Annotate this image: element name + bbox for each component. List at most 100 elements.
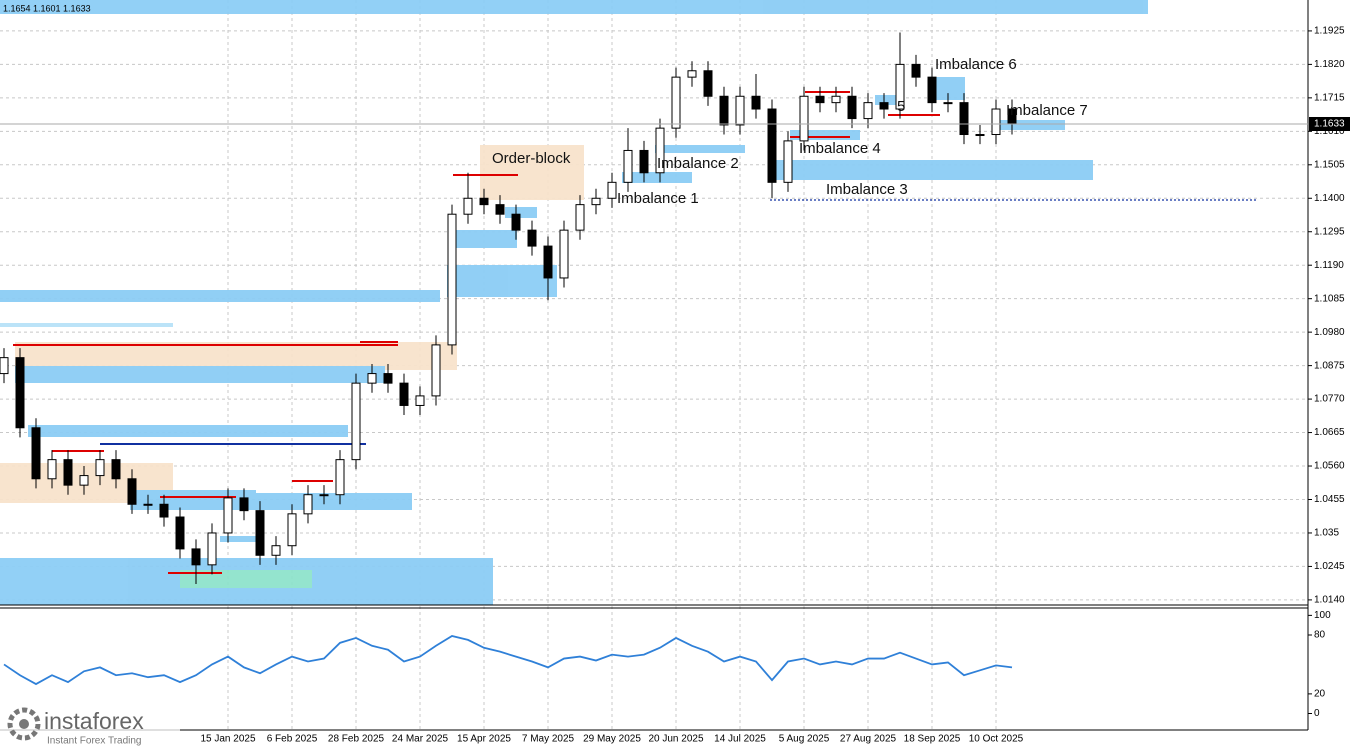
- watermark: instaforex Instant Forex Trading: [0, 704, 180, 750]
- candle-body: [303, 494, 313, 515]
- x-tick-label: 7 May 2025: [522, 734, 575, 745]
- annotation: Imbalance 6: [935, 56, 1017, 73]
- y-tick-label: 1.1610: [1314, 126, 1345, 137]
- y-tick-label: 1.0140: [1314, 595, 1345, 606]
- candle-body: [319, 494, 329, 497]
- candle-body: [607, 181, 617, 199]
- y-tick-label: 1.0980: [1314, 327, 1345, 338]
- candle-body: [383, 373, 393, 384]
- last-price-label: 1.1633: [1314, 119, 1345, 130]
- candle-body: [959, 102, 969, 136]
- candle-body: [479, 197, 489, 206]
- candle-body: [159, 503, 169, 518]
- logo-icon: [19, 719, 29, 729]
- y-tick-label: 1.1715: [1314, 92, 1345, 103]
- logo-icon: [7, 707, 41, 741]
- candle-body: [911, 63, 921, 78]
- candle-body: [991, 108, 1001, 136]
- candle-body: [431, 344, 441, 397]
- zone: [875, 95, 900, 105]
- candle-body: [399, 382, 409, 406]
- candle-body: [191, 548, 201, 566]
- x-tick-label: 27 Aug 2025: [840, 734, 897, 745]
- x-tick-label: 28 Feb 2025: [328, 734, 385, 745]
- candle-body: [31, 427, 41, 480]
- zone: [130, 490, 256, 510]
- candle-body: [559, 229, 569, 279]
- candle-body: [687, 70, 697, 78]
- x-tick-label: 29 May 2025: [583, 734, 641, 745]
- candle-body: [239, 497, 249, 512]
- candle-body: [207, 532, 217, 566]
- indicator-line: [3, 635, 1013, 686]
- candle-body: [143, 503, 153, 506]
- x-tick-label: 5 Aug 2025: [779, 734, 830, 745]
- y-tick-label: 1.1925: [1314, 26, 1345, 37]
- last-price-box: [1309, 116, 1350, 131]
- candle-body: [367, 373, 377, 384]
- candle-body: [655, 127, 665, 174]
- annotation: Imbalance 3: [826, 181, 908, 198]
- annotation: Imbalance 1: [617, 190, 699, 207]
- candle-body: [703, 70, 713, 97]
- zone: [180, 570, 312, 588]
- x-tick-label: 15 Jan 2025: [200, 734, 255, 745]
- y-tick-label: 1.0875: [1314, 360, 1345, 371]
- candle-body: [831, 95, 841, 104]
- zone: [0, 323, 173, 327]
- y-tick-label: 1.0455: [1314, 494, 1345, 505]
- candle-body: [335, 459, 345, 496]
- x-tick-label: 24 Mar 2025: [392, 734, 449, 745]
- candle-body: [799, 95, 809, 142]
- zone: [655, 145, 745, 153]
- zone: [15, 342, 457, 370]
- zone: [28, 425, 348, 437]
- y-tick-label: 0: [1314, 708, 1320, 719]
- candle-body: [975, 134, 985, 137]
- candle-body: [447, 213, 457, 346]
- y-tick-label: 1.0560: [1314, 461, 1345, 472]
- candle-body: [79, 475, 89, 486]
- candle-body: [47, 459, 57, 480]
- y-tick-label: 1.1295: [1314, 226, 1345, 237]
- candle-body: [575, 204, 585, 231]
- zone: [0, 290, 440, 302]
- candle-body: [591, 197, 601, 206]
- y-tick-label: 1.0665: [1314, 427, 1345, 438]
- zone: [770, 160, 1093, 180]
- candle-body: [495, 204, 505, 215]
- candle-body: [895, 63, 905, 110]
- y-tick-label: 1.0770: [1314, 394, 1345, 405]
- zone: [220, 536, 256, 542]
- annotation: Imbalance 2: [657, 155, 739, 172]
- candle-body: [767, 108, 777, 183]
- x-tick-label: 15 Apr 2025: [457, 734, 511, 745]
- x-tick-label: 20 Jun 2025: [648, 734, 703, 745]
- y-tick-label: 1.1505: [1314, 159, 1345, 170]
- annotations: Order-block Imbalance 1 Imbalance 2 Imba…: [492, 56, 1088, 207]
- candle-body: [0, 357, 9, 375]
- annotation: 5: [897, 98, 905, 115]
- zone: [790, 130, 860, 140]
- candle-body: [527, 229, 537, 247]
- tagline: Instant Forex Trading: [47, 736, 142, 747]
- candle-body: [735, 95, 745, 126]
- candle-body: [943, 102, 953, 105]
- y-tick-label: 1.1820: [1314, 59, 1345, 70]
- candle-body: [719, 95, 729, 126]
- candle-body: [271, 545, 281, 556]
- candle-body: [783, 140, 793, 183]
- candle-body: [127, 478, 137, 505]
- y-tick-label: 1.1085: [1314, 293, 1345, 304]
- candle-body: [671, 76, 681, 129]
- candle-body: [63, 459, 73, 486]
- candle-body: [927, 76, 937, 104]
- candle-body: [95, 459, 105, 477]
- candle-body: [287, 513, 297, 547]
- levels: [13, 91, 1258, 574]
- candle-body: [751, 95, 761, 110]
- zone: [1000, 120, 1065, 130]
- candle-body: [463, 197, 473, 215]
- y-tick-label: 100: [1314, 610, 1331, 621]
